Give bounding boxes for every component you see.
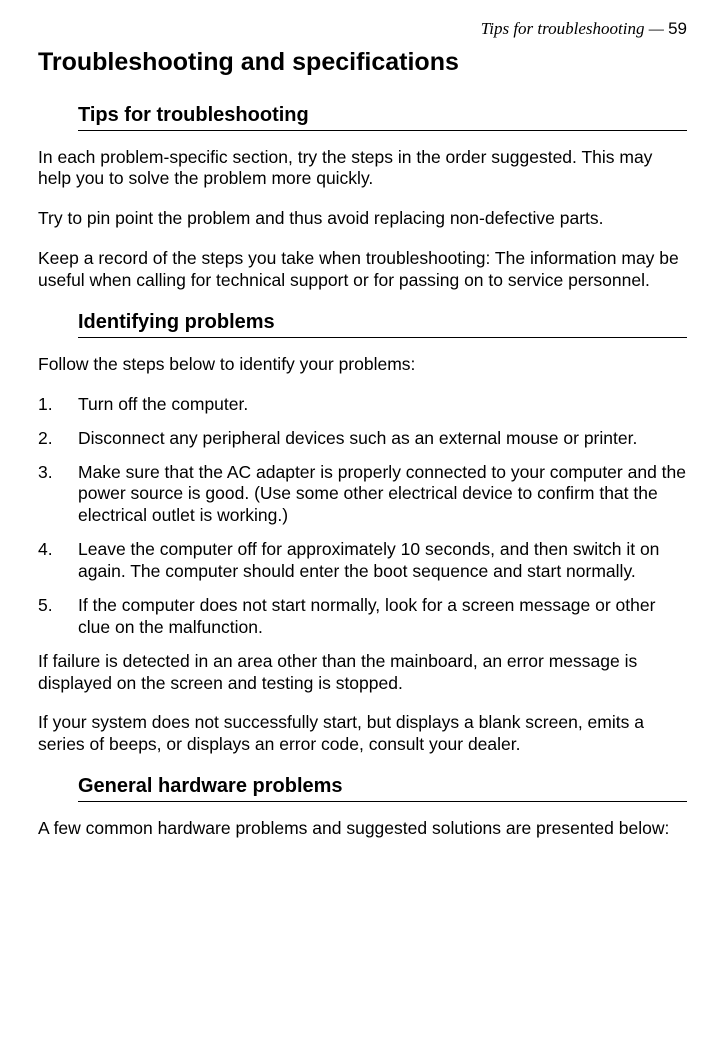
list-item: Turn off the computer. (38, 394, 687, 416)
tips-paragraph-2: Try to pin point the problem and thus av… (38, 208, 687, 230)
page-number: 59 (668, 19, 687, 38)
page-title: Troubleshooting and specifications (38, 47, 687, 78)
list-item: If the computer does not start normally,… (38, 595, 687, 639)
identifying-intro: Follow the steps below to identify your … (38, 354, 687, 376)
section-heading-tips: Tips for troubleshooting (78, 103, 687, 131)
running-header: Tips for troubleshooting — 59 (38, 18, 687, 39)
tips-paragraph-1: In each problem-specific section, try th… (38, 147, 687, 191)
section-heading-general-hw: General hardware problems (78, 774, 687, 802)
identifying-after-1: If failure is detected in an area other … (38, 651, 687, 695)
list-item: Make sure that the AC adapter is properl… (38, 462, 687, 528)
identifying-after-2: If your system does not successfully sta… (38, 712, 687, 756)
section-heading-identifying: Identifying problems (78, 310, 687, 338)
tips-paragraph-3: Keep a record of the steps you take when… (38, 248, 687, 292)
list-item: Disconnect any peripheral devices such a… (38, 428, 687, 450)
general-hw-paragraph-1: A few common hardware problems and sugge… (38, 818, 687, 840)
running-header-title: Tips for troubleshooting — (481, 19, 664, 38)
list-item: Leave the computer off for approximately… (38, 539, 687, 583)
identifying-steps-list: Turn off the computer. Disconnect any pe… (38, 394, 687, 639)
